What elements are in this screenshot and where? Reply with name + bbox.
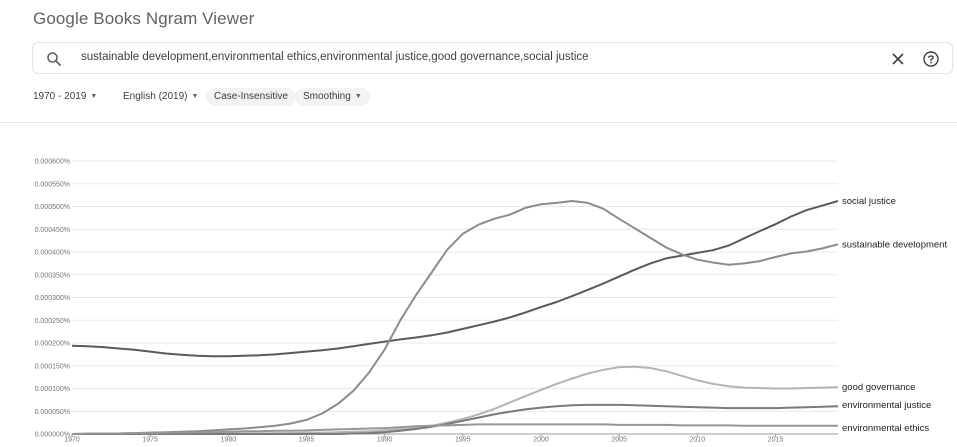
smoothing-dropdown[interactable]: Smoothing ▼: [295, 88, 370, 106]
series-label[interactable]: environmental justice: [842, 400, 931, 411]
y-tick-label: 0.000550%: [35, 181, 70, 188]
x-tick-label: 1975: [142, 437, 158, 444]
y-tick-label: 0.000450%: [35, 227, 70, 234]
series-label[interactable]: sustainable development: [842, 239, 947, 250]
y-tick-label: 0.000600%: [35, 159, 70, 166]
y-tick-label: 0.000400%: [35, 250, 70, 257]
x-tick-label: 1990: [377, 437, 393, 444]
x-tick-label: 2015: [768, 437, 784, 444]
case-label: Case-Insensitive: [214, 91, 288, 102]
y-tick-label: 0.000500%: [35, 204, 70, 211]
year-range-label: 1970 - 2019: [33, 91, 87, 102]
app-title: Books Ngram Viewer: [93, 9, 255, 28]
series-line-environmental-justice[interactable]: [72, 403, 839, 435]
series-line-social-justice[interactable]: [71, 200, 839, 358]
y-tick-label: 0.000200%: [35, 341, 70, 348]
year-range-dropdown[interactable]: 1970 - 2019 ▼: [33, 88, 97, 106]
series-label[interactable]: good governance: [842, 382, 915, 393]
app-logo[interactable]: Google Books Ngram Viewer: [33, 9, 254, 29]
series-label[interactable]: environmental ethics: [842, 423, 929, 434]
corpus-dropdown[interactable]: English (2019) ▼: [123, 88, 198, 106]
google-wordmark: Google: [33, 9, 89, 28]
x-tick-label: 2010: [690, 437, 706, 444]
x-tick-label: 2005: [611, 437, 627, 444]
x-tick-label: 1995: [455, 437, 471, 444]
caret-down-icon: ▼: [354, 93, 362, 100]
y-tick-label: 0.000050%: [35, 409, 70, 416]
series-line-good-governance[interactable]: [72, 365, 839, 435]
y-tick-label: 0.000250%: [35, 318, 70, 325]
y-tick-label: 0.000150%: [35, 363, 70, 370]
corpus-label: English (2019): [123, 91, 188, 102]
x-tick-label: 2000: [533, 437, 549, 444]
search-input[interactable]: sustainable development,environmental et…: [81, 51, 589, 63]
divider: [0, 122, 957, 123]
caret-down-icon: ▼: [90, 93, 98, 100]
case-insensitive-toggle[interactable]: Case-Insensitive: [206, 88, 296, 106]
help-icon[interactable]: [922, 50, 940, 68]
y-tick-label: 0.000100%: [35, 386, 70, 393]
x-tick-label: 1985: [299, 437, 315, 444]
series-line-sustainable-development[interactable]: [72, 200, 839, 435]
series-label[interactable]: social justice: [842, 196, 896, 207]
x-tick-label: 1980: [221, 437, 237, 444]
caret-down-icon: ▼: [191, 93, 199, 100]
y-tick-label: 0.000300%: [35, 295, 70, 302]
search-icon[interactable]: [46, 51, 62, 67]
y-tick-label: 0.000350%: [35, 272, 70, 279]
y-tick-label: 0.000000%: [35, 432, 70, 439]
series-line-environmental-ethics[interactable]: [71, 423, 838, 435]
smoothing-label: Smoothing: [303, 91, 351, 102]
search-box[interactable]: sustainable development,environmental et…: [32, 42, 953, 74]
x-tick-label: 1970: [64, 437, 80, 444]
close-icon[interactable]: [890, 51, 906, 67]
